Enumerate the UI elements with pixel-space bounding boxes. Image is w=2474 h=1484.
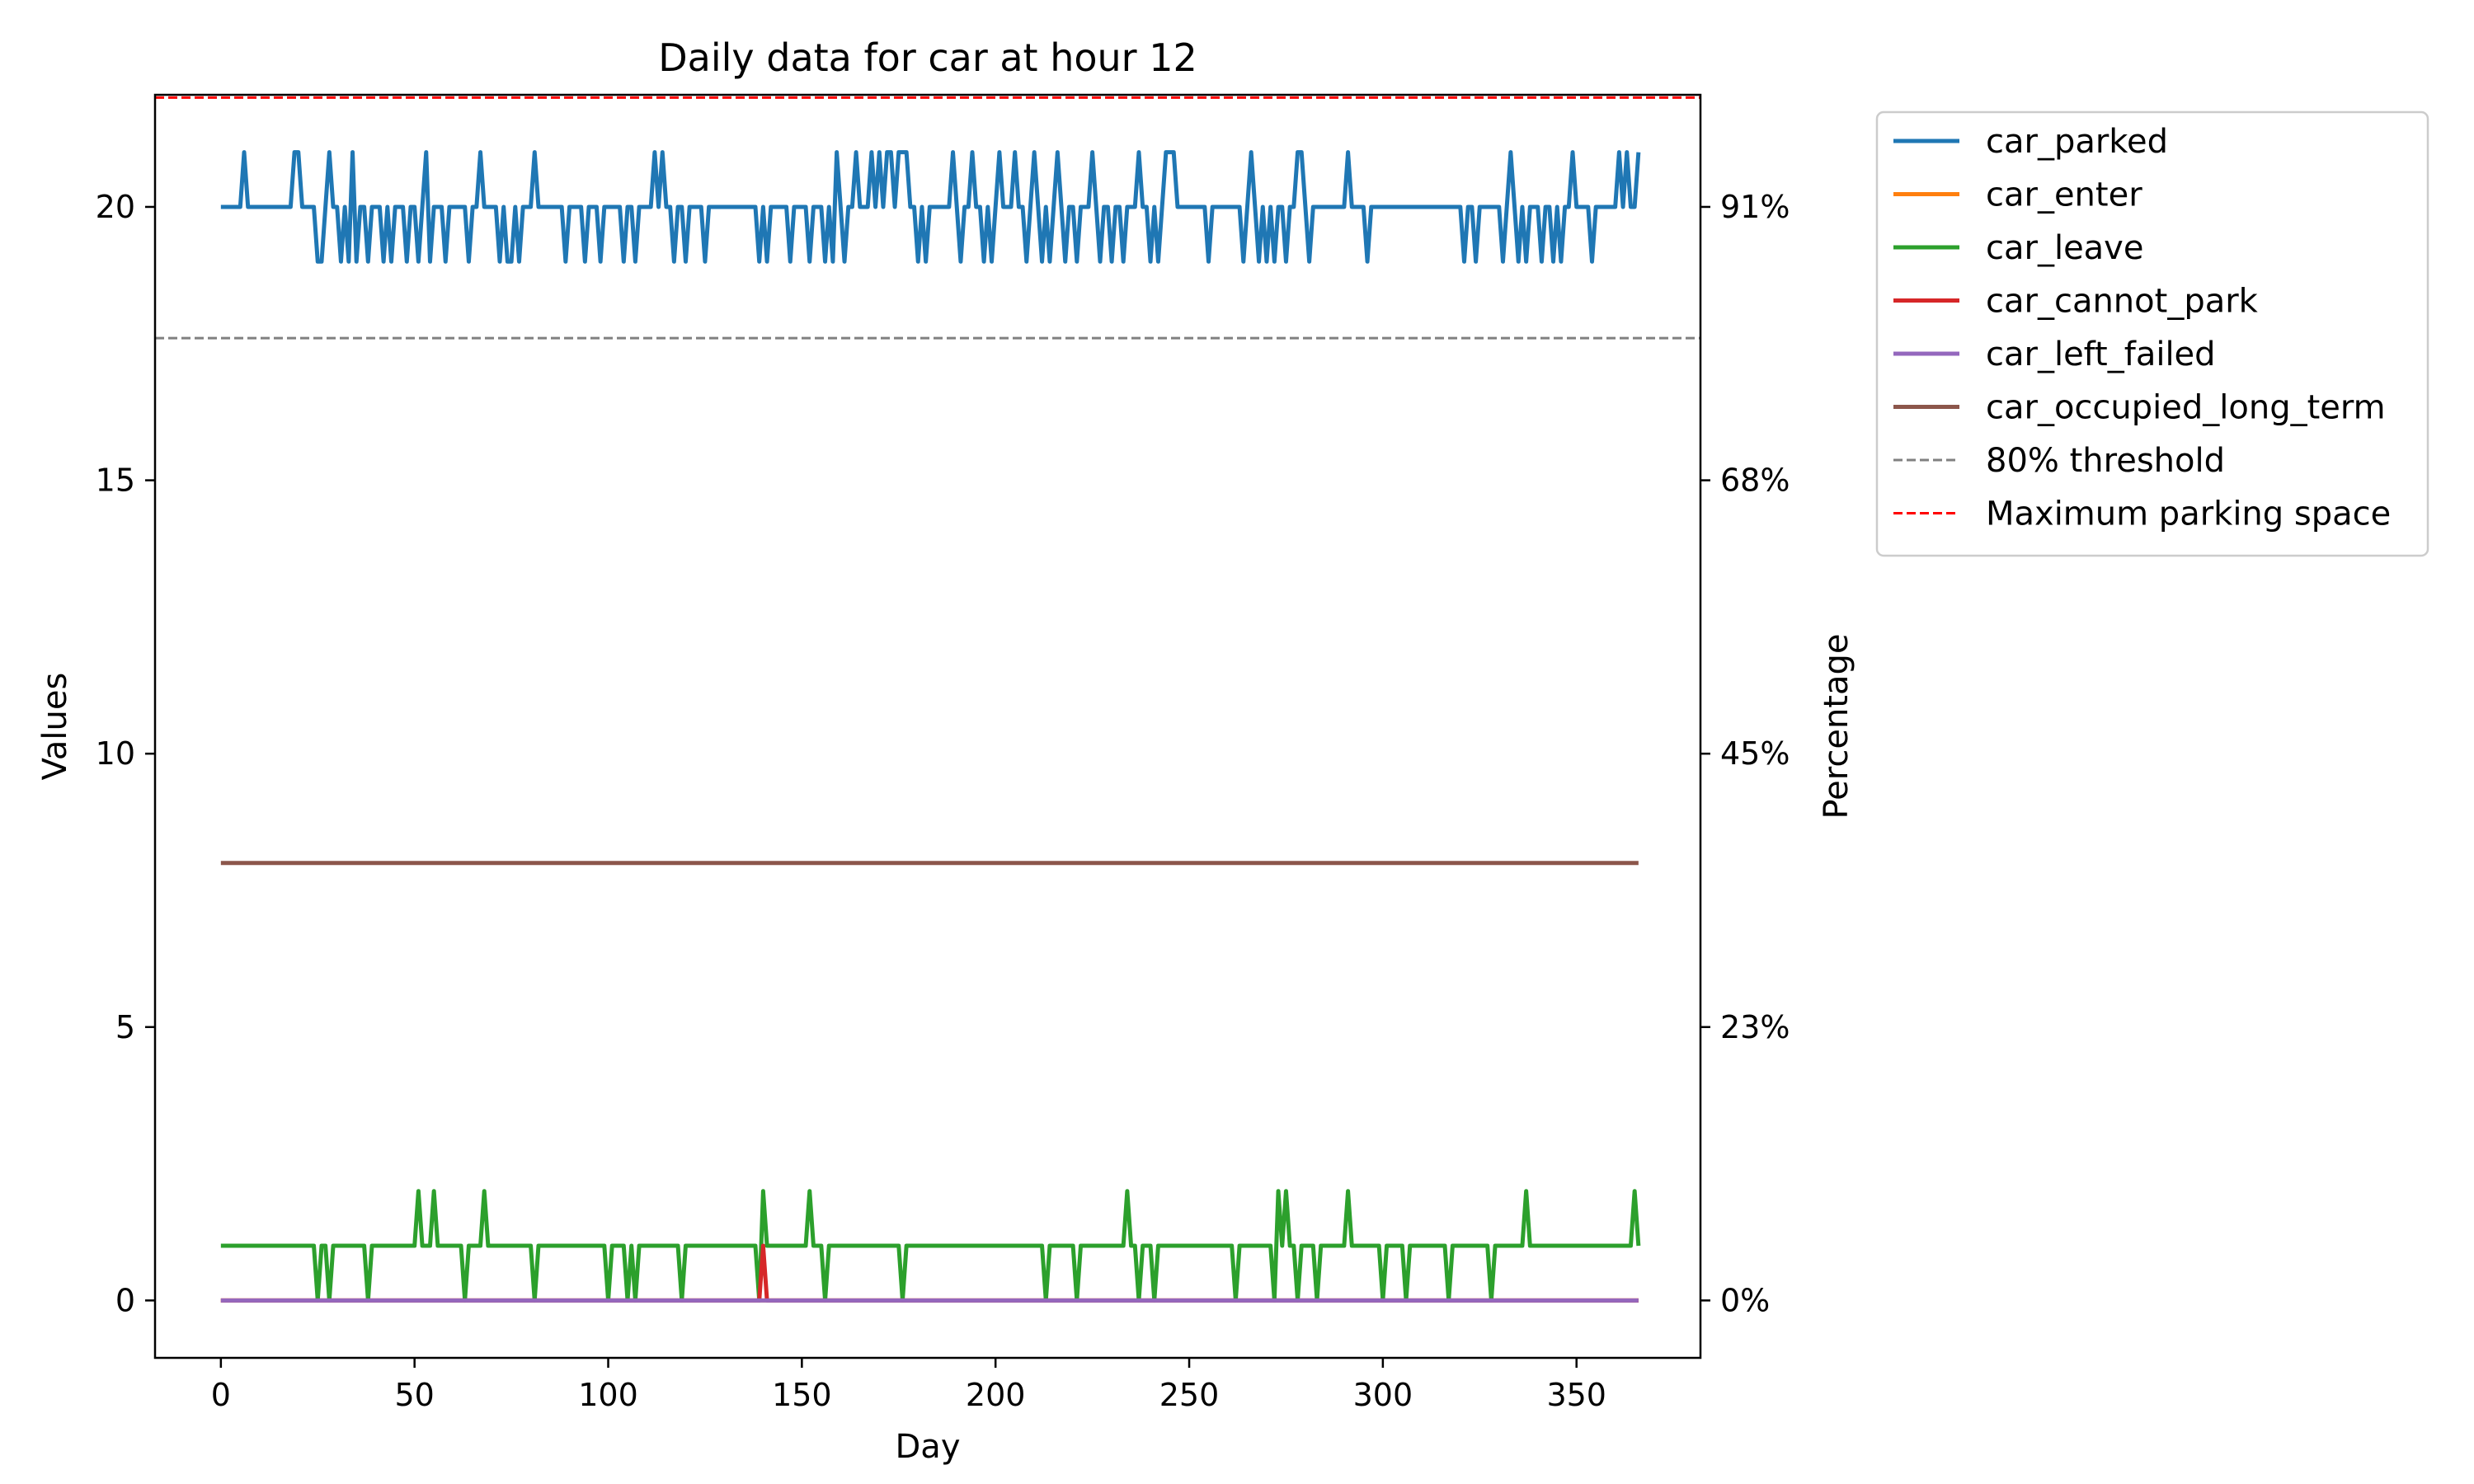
legend-label-80-threshold: 80% threshold bbox=[1986, 442, 2225, 480]
legend-label-car-leave: car_leave bbox=[1986, 229, 2143, 267]
x-axis-label: Day bbox=[896, 1428, 961, 1466]
legend-label-car-left-failed: car_left_failed bbox=[1986, 336, 2216, 373]
plot-area-frame bbox=[153, 93, 1702, 1360]
legend-label-car-occupied-long-term: car_occupied_long_term bbox=[1986, 389, 2386, 427]
legend-label-car-cannot-park: car_cannot_park bbox=[1986, 283, 2259, 321]
x-tick-label: 350 bbox=[1546, 1377, 1606, 1413]
x-tick-label: 100 bbox=[578, 1377, 638, 1413]
y-axis-left: 0 5 10 15 20 bbox=[96, 189, 155, 1318]
legend: car_parked car_enter car_leave car_cannot_p… bbox=[1875, 110, 2429, 557]
y-axis-label: Values bbox=[36, 673, 74, 781]
legend-label-car-enter: car_enter bbox=[1986, 176, 2142, 214]
y-axis-right: 0% 23% 45% 68% 91% bbox=[1700, 189, 1790, 1318]
y-tick-label: 10 bbox=[96, 735, 135, 772]
x-tick-label: 300 bbox=[1353, 1377, 1413, 1413]
y2-axis-label: Percentage bbox=[1818, 633, 1856, 819]
y2-tick-label: 0% bbox=[1720, 1282, 1770, 1318]
chart-title: Daily data for car at hour 12 bbox=[658, 35, 1197, 80]
x-tick-label: 0 bbox=[211, 1377, 231, 1413]
y-tick-label: 20 bbox=[96, 189, 135, 225]
y-tick-label: 5 bbox=[115, 1009, 135, 1045]
x-axis: 0 50 100 150 200 250 300 350 bbox=[211, 1358, 1606, 1413]
y-tick-label: 0 bbox=[115, 1282, 135, 1318]
x-tick-label: 150 bbox=[772, 1377, 832, 1413]
y2-tick-label: 68% bbox=[1720, 463, 1790, 499]
plot-lines bbox=[155, 96, 1700, 1303]
y2-tick-label: 91% bbox=[1720, 189, 1790, 225]
y-tick-label: 15 bbox=[96, 463, 135, 499]
legend-label-maximum-parking-space: Maximum parking space bbox=[1986, 495, 2391, 533]
series-line-car_parked bbox=[220, 150, 1641, 264]
legend-box bbox=[1875, 110, 2429, 557]
y2-tick-label: 23% bbox=[1720, 1009, 1790, 1045]
x-tick-label: 200 bbox=[966, 1377, 1026, 1413]
x-tick-label: 50 bbox=[395, 1377, 435, 1413]
y2-tick-label: 45% bbox=[1720, 735, 1790, 772]
x-tick-label: 250 bbox=[1159, 1377, 1220, 1413]
legend-label-car-parked: car_parked bbox=[1986, 123, 2168, 161]
series-line-car_leave bbox=[220, 1189, 1641, 1303]
